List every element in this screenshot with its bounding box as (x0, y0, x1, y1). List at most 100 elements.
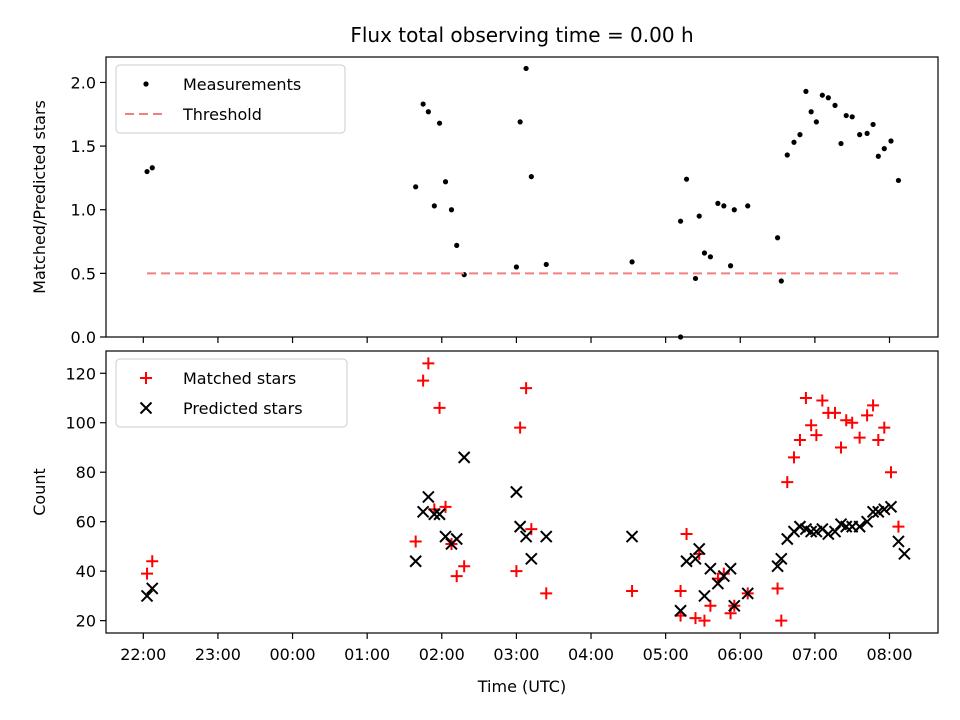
data-point (717, 567, 730, 580)
legend-label: Threshold (182, 105, 262, 124)
data-point (626, 584, 639, 597)
axes-frame (105, 56, 939, 338)
data-point (525, 523, 538, 536)
legend: Matched stars Predicted stars (115, 358, 348, 428)
data-point (853, 520, 866, 533)
data-point (677, 218, 684, 224)
axes-frame (105, 350, 939, 634)
data-point (439, 530, 452, 543)
data-point (775, 552, 788, 565)
data-point (797, 132, 803, 138)
data-point (711, 577, 725, 590)
data-point (513, 264, 520, 270)
legend-frame (115, 358, 348, 428)
data-point (787, 451, 800, 464)
data-point (741, 587, 754, 600)
data-point (425, 109, 431, 115)
data-point (828, 525, 842, 538)
data-point (683, 176, 690, 182)
data-point (409, 555, 422, 568)
y-tick-label: 120 (65, 364, 96, 383)
y-tick-label: 40 (76, 562, 96, 581)
data-point (881, 146, 887, 152)
data-point (543, 261, 549, 268)
x-tick-label: 07:00 (792, 645, 838, 664)
legend: Measurements Threshold (115, 64, 346, 134)
data-point (525, 552, 538, 565)
series-measurements (144, 65, 902, 340)
data-point (146, 582, 159, 595)
data-point (141, 567, 154, 580)
y-tick-label: 2.0 (71, 73, 96, 92)
data-point (680, 528, 693, 541)
data-point (727, 263, 734, 269)
data-point (825, 95, 831, 101)
data-point (428, 508, 441, 521)
data-point (540, 530, 553, 543)
data-point (867, 399, 880, 412)
data-point (846, 416, 859, 429)
y-axis-label: Matched/Predicted stars (30, 100, 49, 294)
data-point (140, 372, 152, 384)
x-tick-label: 22:00 (120, 645, 166, 664)
data-point (857, 132, 863, 138)
data-point (860, 515, 874, 528)
data-point (520, 382, 533, 395)
data-point (442, 179, 449, 185)
data-point (781, 476, 794, 489)
data-point (149, 165, 155, 171)
data-point (439, 500, 452, 513)
data-point (689, 552, 702, 565)
data-point (791, 139, 797, 145)
data-point (888, 138, 894, 144)
ratio-panel: 0.0 0.5 1.0 1.5 2.0 Matched/Predicted stars Me… (30, 56, 939, 347)
legend-frame (115, 64, 346, 134)
data-point (528, 174, 534, 180)
series-matched-stars (141, 357, 905, 627)
data-point (884, 500, 898, 514)
y-axis-label: Count (30, 468, 49, 516)
data-point (774, 235, 781, 241)
data-point (745, 203, 751, 209)
data-point (422, 357, 435, 370)
data-point (731, 207, 737, 213)
legend-label: Predicted stars (183, 399, 303, 418)
data-point (816, 394, 829, 407)
data-point (864, 130, 870, 136)
data-point (433, 401, 446, 414)
data-point (704, 562, 717, 575)
data-point (517, 119, 523, 125)
data-point (436, 120, 443, 126)
y-tick-label: 60 (76, 513, 96, 532)
data-point (834, 441, 847, 454)
data-point (853, 431, 866, 444)
data-point (724, 562, 737, 575)
y-tick-label: 1.5 (71, 137, 96, 156)
data-point (413, 184, 419, 190)
data-point (840, 414, 853, 427)
data-point (771, 582, 784, 595)
data-point (454, 242, 460, 248)
data-point (510, 485, 523, 499)
data-point (701, 250, 708, 256)
y-tick-label: 80 (76, 463, 96, 482)
data-point (793, 434, 806, 447)
data-point (895, 177, 902, 184)
data-point (775, 614, 788, 627)
data-point (514, 421, 527, 434)
data-point (674, 584, 687, 597)
x-tick-label: 08:00 (866, 645, 912, 664)
data-point (721, 203, 727, 209)
data-point (416, 505, 430, 518)
data-point (803, 88, 809, 94)
count-panel: 20 40 60 80 100 120 22:00 23:00 00:00 01:00 02:00 0… (30, 350, 939, 664)
data-point (433, 508, 446, 521)
data-point (829, 406, 842, 419)
data-point (704, 599, 717, 612)
data-point (625, 530, 639, 543)
data-point (146, 555, 159, 568)
data-point (519, 530, 533, 543)
data-point (878, 421, 891, 434)
y-tick-label: 100 (65, 414, 96, 433)
data-point (822, 527, 835, 541)
